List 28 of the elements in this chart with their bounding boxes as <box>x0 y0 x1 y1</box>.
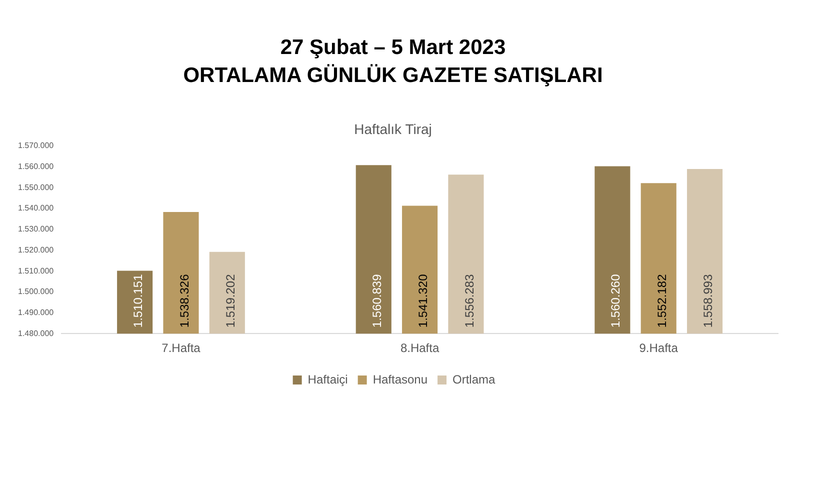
data-label: 1.541.320 <box>416 274 430 328</box>
y-tick-label: 1.520.000 <box>18 245 54 254</box>
y-tick-label: 1.510.000 <box>18 266 54 276</box>
y-tick-label: 1.480.000 <box>18 328 54 338</box>
y-tick-label: 1.500.000 <box>18 287 54 296</box>
data-label: 1.560.839 <box>370 274 384 328</box>
text: Haftalık Tiraj <box>353 121 433 137</box>
chart-title: 27 Şubat – 5 Mart 2023 <box>279 36 507 60</box>
data-label: 1.538.326 <box>177 274 192 328</box>
x-tick-label: 8.Hafta <box>400 341 440 356</box>
x-tick-label: 9.Hafta <box>639 341 678 356</box>
data-label: 1.519.202 <box>223 274 238 328</box>
data-label: 1.510.151 <box>131 274 146 328</box>
legend-label: Haftaiçi <box>308 372 348 386</box>
legend-label: Ortlama <box>452 372 496 386</box>
chart-subtitle: ORTALAMA GÜNLÜK GAZETE SATIŞLARI <box>182 64 604 88</box>
data-label: 1.558.993 <box>701 274 716 328</box>
y-tick-label: 1.490.000 <box>18 308 54 317</box>
y-tick-label: 1.540.000 <box>18 204 54 213</box>
x-tick-label: 7.Hafta <box>162 341 201 356</box>
data-label: 1.556.283 <box>462 274 476 328</box>
y-tick-label: 1.570.000 <box>18 141 54 150</box>
y-tick-label: 1.550.000 <box>18 182 54 192</box>
legend-label: Haftasonu <box>372 372 428 386</box>
data-label: 1.552.182 <box>654 274 669 328</box>
data-label: 1.560.260 <box>608 274 623 328</box>
y-tick-label: 1.560.000 <box>18 162 54 172</box>
y-tick-label: 1.530.000 <box>18 224 54 234</box>
